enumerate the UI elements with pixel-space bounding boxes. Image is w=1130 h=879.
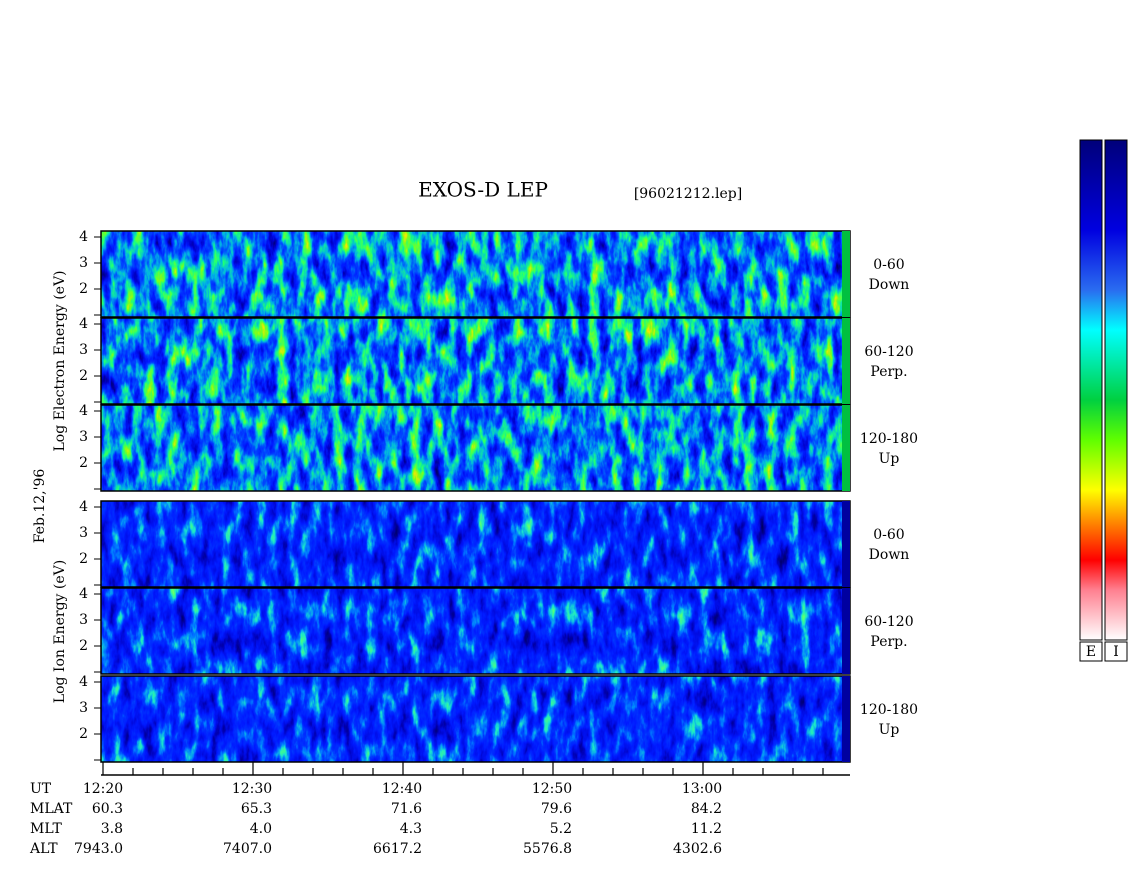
orbit-value: 5.2 xyxy=(550,821,572,837)
panel-edge xyxy=(842,588,850,674)
y-tick-label: 2 xyxy=(79,281,88,297)
y-tick-label: 3 xyxy=(79,255,88,271)
colorbar xyxy=(1104,139,1128,641)
spectrogram-panel xyxy=(101,501,850,587)
spectrogram-panel xyxy=(101,318,850,404)
orbit-value: 79.6 xyxy=(541,801,572,817)
x-tick-label: 12:20 xyxy=(83,781,123,797)
spectrogram-panel xyxy=(101,231,850,317)
panel-label: Down xyxy=(869,277,910,293)
orbit-value: 4.3 xyxy=(400,821,422,837)
orbit-value: 11.2 xyxy=(691,821,722,837)
orbit-value: 4302.6 xyxy=(673,841,722,857)
x-tick-label: 12:30 xyxy=(232,781,272,797)
y-axis-label: Log Ion Energy (eV) xyxy=(52,560,68,703)
x-tick-label: 12:40 xyxy=(382,781,422,797)
panel-label: 0-60 xyxy=(873,257,904,273)
panel-label: 120-180 xyxy=(860,431,918,447)
row-name: ALT xyxy=(29,841,58,857)
orbit-value: 65.3 xyxy=(241,801,272,817)
file-name: [96021212.lep] xyxy=(634,186,742,202)
y-tick-label: 3 xyxy=(79,700,88,716)
orbit-value: 60.3 xyxy=(92,801,123,817)
panel-edge xyxy=(842,676,850,762)
colorbar-label-box xyxy=(1104,641,1128,662)
y-tick-label: 2 xyxy=(79,638,88,654)
y-tick-label: 3 xyxy=(79,342,88,358)
panel-label: 60-120 xyxy=(864,614,913,630)
spectrogram-panel xyxy=(101,405,850,491)
colorbar-label-box xyxy=(1079,641,1103,662)
panel-label: 120-180 xyxy=(860,702,918,718)
date-label: Feb.12,'96 xyxy=(32,469,48,544)
panel-label: 0-60 xyxy=(873,527,904,543)
y-tick-label: 4 xyxy=(79,586,88,602)
y-tick-label: 4 xyxy=(79,229,88,245)
x-tick-label: 12:50 xyxy=(532,781,572,797)
orbit-value: 71.6 xyxy=(391,801,422,817)
row-name: MLAT xyxy=(30,801,73,817)
row-name: MLT xyxy=(30,821,62,837)
orbit-value: 4.0 xyxy=(250,821,272,837)
spectrogram-panel xyxy=(101,676,850,762)
y-tick-label: 2 xyxy=(79,368,88,384)
y-tick-label: 4 xyxy=(79,499,88,515)
row-name: UT xyxy=(30,781,52,797)
orbit-value: 7943.0 xyxy=(74,841,123,857)
panel-edge xyxy=(842,318,850,404)
panel-edge xyxy=(842,501,850,587)
y-tick-label: 4 xyxy=(79,316,88,332)
panel-edge xyxy=(842,405,850,491)
y-tick-label: 2 xyxy=(79,455,88,471)
orbit-value: 3.8 xyxy=(101,821,123,837)
y-tick-label: 4 xyxy=(79,403,88,419)
y-tick-label: 3 xyxy=(79,525,88,541)
y-tick-label: 2 xyxy=(79,551,88,567)
x-tick-label: 13:00 xyxy=(682,781,722,797)
panel-label: Up xyxy=(879,722,900,738)
panel-label: Perp. xyxy=(870,634,907,650)
y-tick-label: 4 xyxy=(79,674,88,690)
orbit-value: 5576.8 xyxy=(523,841,572,857)
panel-label: Perp. xyxy=(870,364,907,380)
orbit-value: 7407.0 xyxy=(223,841,272,857)
colorbar-label: E xyxy=(1086,644,1096,660)
orbit-value: 84.2 xyxy=(691,801,722,817)
colorbar xyxy=(1079,139,1103,641)
y-axis-label: Log Electron Energy (eV) xyxy=(52,270,68,451)
y-tick-label: 3 xyxy=(79,429,88,445)
spectrogram-panel xyxy=(101,588,850,674)
title: EXOS-D LEP xyxy=(418,178,548,202)
panel-label: Down xyxy=(869,547,910,563)
colorbar-label: I xyxy=(1113,644,1119,660)
y-tick-label: 3 xyxy=(79,612,88,628)
panel-label: Up xyxy=(879,451,900,467)
panel-label: 60-120 xyxy=(864,344,913,360)
y-tick-label: 2 xyxy=(79,726,88,742)
panel-edge xyxy=(842,231,850,317)
orbit-value: 6617.2 xyxy=(373,841,422,857)
